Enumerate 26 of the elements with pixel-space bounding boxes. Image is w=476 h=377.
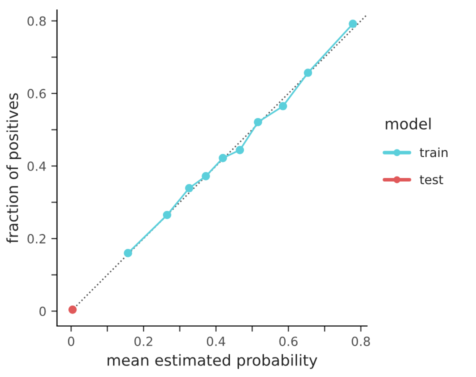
point <box>254 118 262 126</box>
point <box>162 210 172 220</box>
x-tick-label: 0.6 <box>279 336 298 346</box>
point <box>185 184 194 192</box>
x-tick-label: 0 <box>68 336 74 346</box>
y-tick-label: 0 <box>39 306 46 316</box>
point <box>278 102 288 110</box>
point <box>124 248 132 258</box>
point <box>348 20 358 28</box>
point <box>304 68 312 77</box>
x-tick-label: 0.4 <box>206 336 226 346</box>
point <box>202 172 210 180</box>
legend-label: test <box>420 175 444 184</box>
point <box>68 306 77 314</box>
legend-title: model <box>386 118 431 130</box>
y-axis-title: fraction of positives <box>6 93 22 244</box>
y-tick-label: 0.6 <box>28 88 46 98</box>
y-tick-label: 0.8 <box>28 16 46 26</box>
x-tick-label: 0.2 <box>134 336 152 346</box>
x-tick-label: 0.8 <box>352 336 370 346</box>
point <box>236 146 244 154</box>
y-tick-label: 0.2 <box>28 234 46 244</box>
legend-label: train <box>420 147 448 158</box>
y-tick-label: 0.4 <box>28 161 46 171</box>
point <box>218 154 228 162</box>
x-axis-title: mean estimated probability <box>108 354 318 369</box>
